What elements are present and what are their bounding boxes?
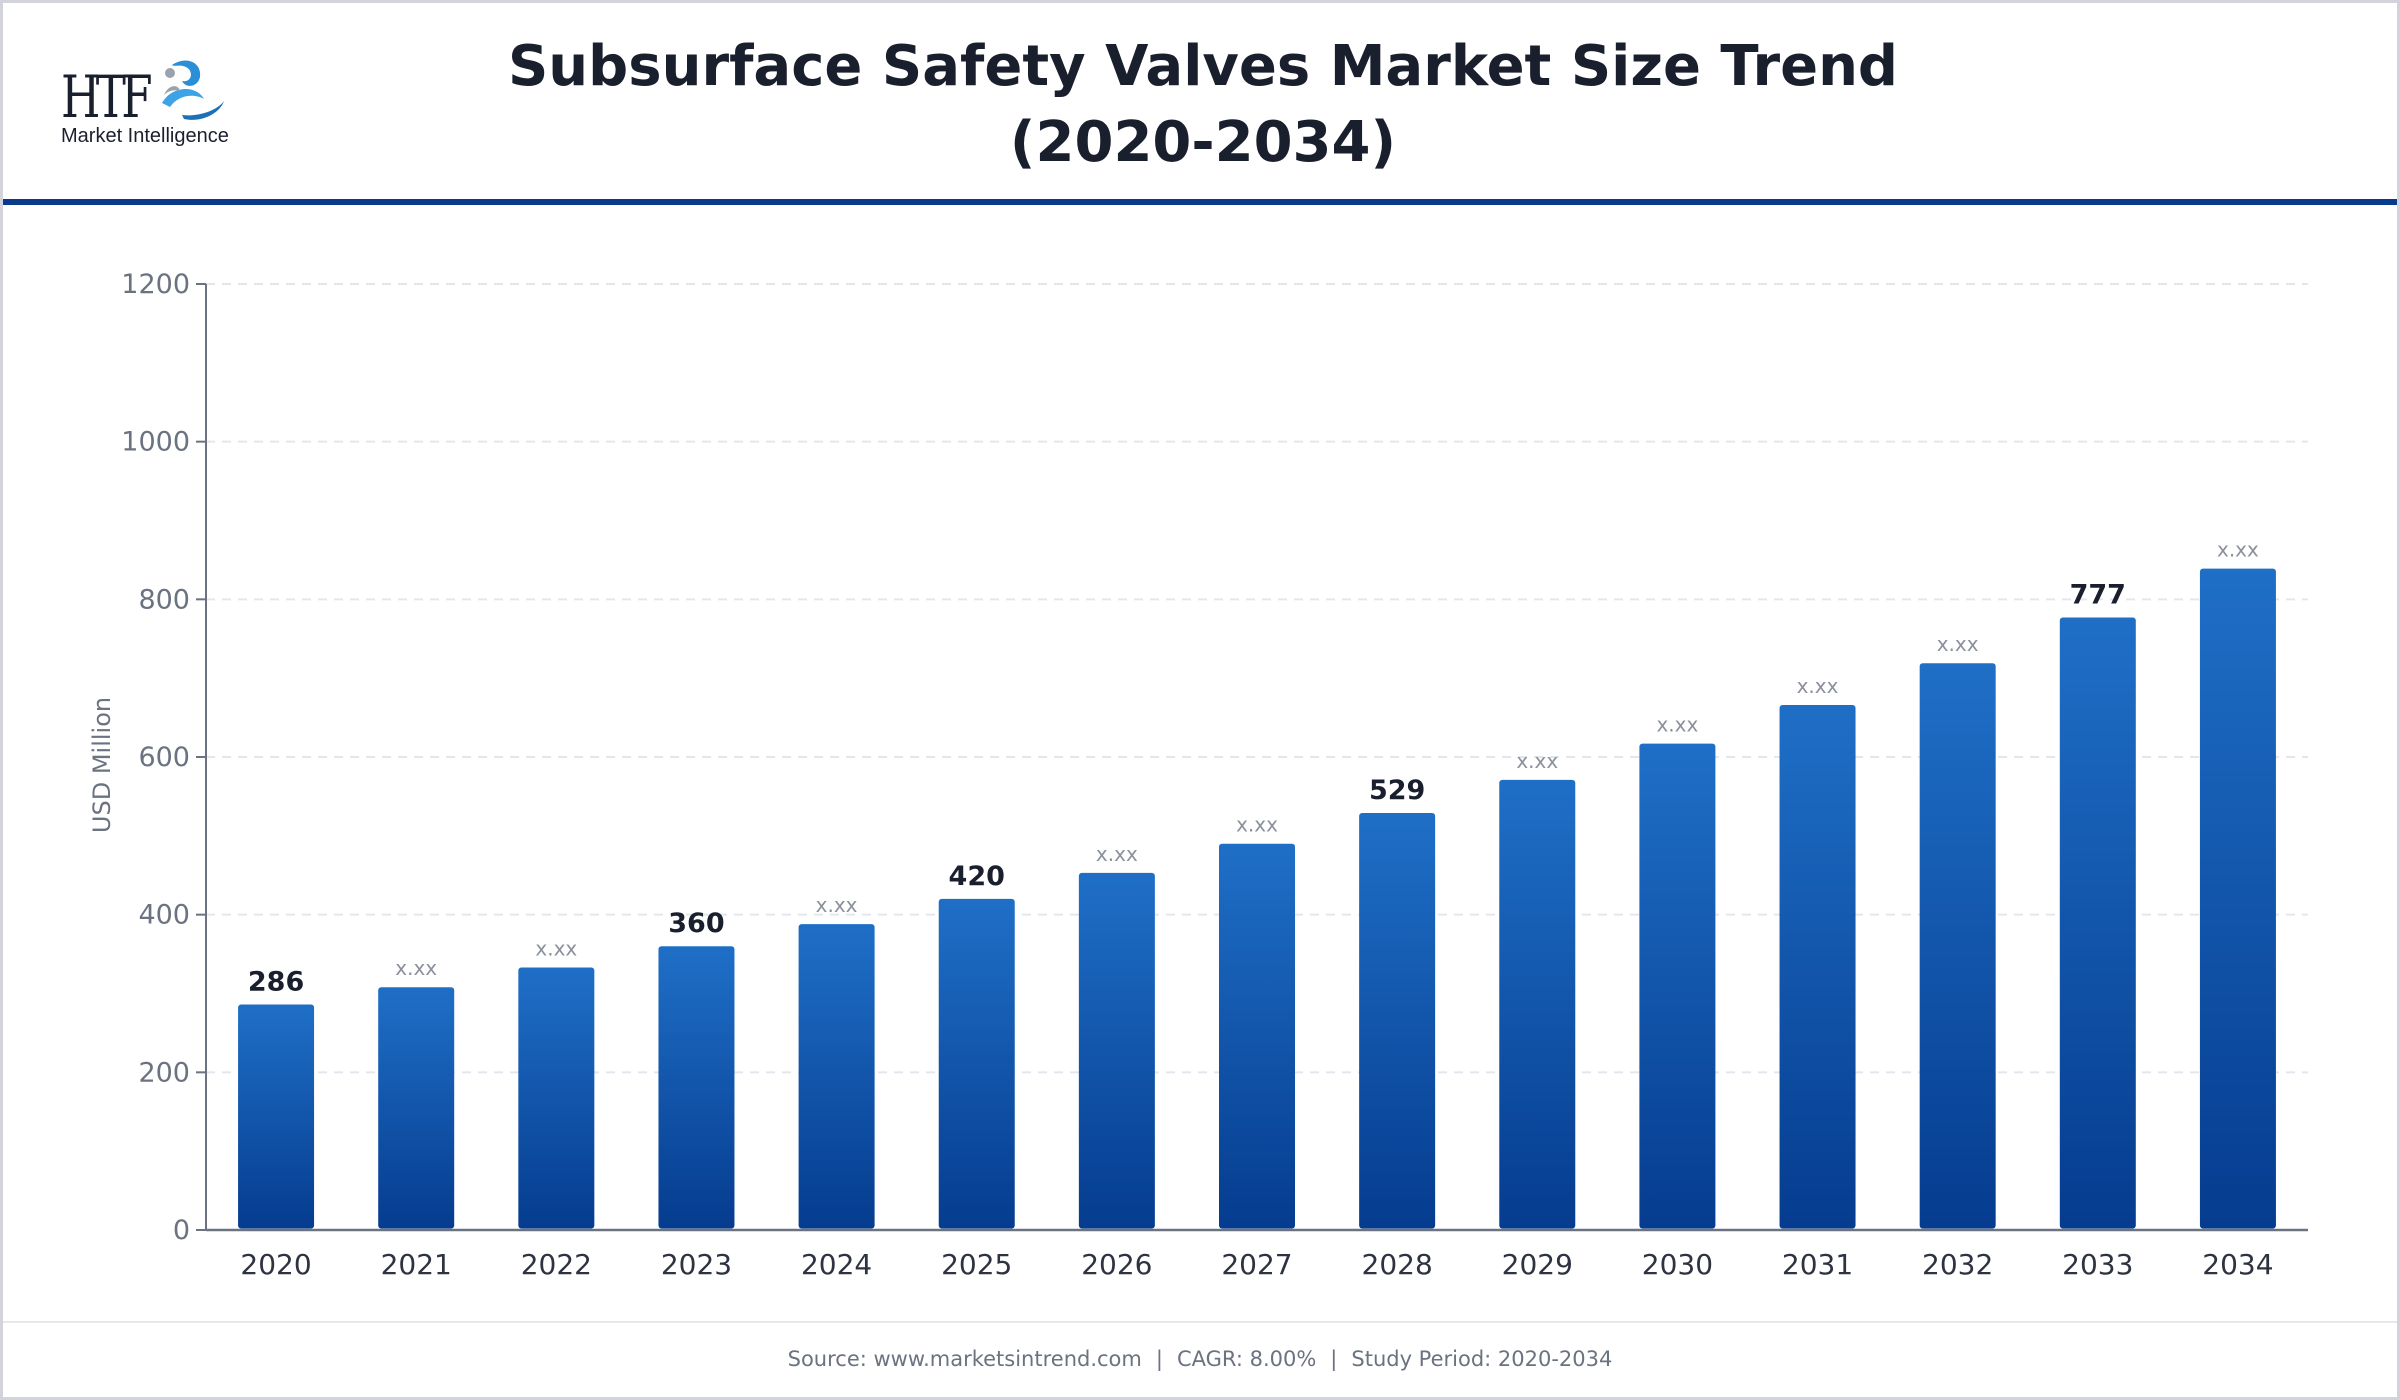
chart-title-line-2: (2020-2034): [1009, 110, 1397, 175]
bar-2027: [1219, 843, 1295, 1229]
footer-cagr: CAGR: 8.00%: [1176, 1347, 1317, 1371]
y-tick-label: 600: [138, 742, 190, 773]
footer-period: Study Period: 2020-2034: [1351, 1347, 1613, 1371]
bar-2032: [1919, 663, 1996, 1229]
footer-separator: |: [1155, 1347, 1163, 1371]
bar-2024: [798, 924, 875, 1229]
footer-separator: |: [1330, 1347, 1338, 1371]
y-axis-label: USD Million: [88, 697, 116, 833]
x-tick-label: 2027: [1221, 1248, 1292, 1281]
data-label: x.xx: [535, 936, 577, 960]
x-tick-label: 2030: [1642, 1248, 1713, 1281]
data-label: x.xx: [1937, 632, 1979, 656]
data-label: x.xx: [395, 956, 437, 980]
x-tick-label: 2023: [661, 1248, 732, 1281]
chart-title: Subsurface Safety Valves Market Size Tre…: [303, 29, 2103, 181]
bar-2022: [518, 967, 595, 1229]
x-tick-label: 2021: [381, 1248, 452, 1281]
logo-subtitle: Market Intelligence: [61, 125, 229, 147]
data-label: x.xx: [2217, 538, 2259, 562]
bar-2026: [1078, 872, 1155, 1229]
x-tick-label: 2034: [2202, 1248, 2273, 1281]
x-tick-label: 2033: [2062, 1248, 2133, 1281]
bar-2029: [1499, 779, 1576, 1229]
bar-2020: [238, 1004, 315, 1229]
data-label: 360: [668, 908, 724, 939]
y-tick-label: 800: [138, 584, 190, 615]
footer: Source: www.marketsintrend.com | CAGR: 8.0…: [3, 1347, 2397, 1371]
x-tick-label: 2031: [1782, 1248, 1853, 1281]
bar-2030: [1639, 743, 1716, 1229]
data-label: x.xx: [1236, 813, 1278, 837]
x-tick-label: 2022: [521, 1248, 592, 1281]
bar-2028: [1359, 812, 1436, 1229]
header: HTF Market Intelligence Subsurface Safet…: [3, 3, 2397, 199]
bar-chart: 0 200 400 600 800 1000 1200 2020 2021 2022 2023 202…: [88, 269, 2308, 1281]
y-tick-label: 0: [173, 1215, 190, 1246]
logo-mark-text: HTF: [61, 63, 153, 131]
x-tick-label: 2029: [1502, 1248, 1573, 1281]
bar-2025: [938, 898, 1015, 1229]
footer-source: Source: www.marketsintrend.com: [787, 1347, 1142, 1371]
data-label: 529: [1369, 775, 1425, 806]
x-tick-label: 2025: [941, 1248, 1012, 1281]
htf-logo: HTF Market Intelligence: [58, 55, 238, 155]
axes: 0 200 400 600 800 1000 1200 2020 2021 2022 2023 202…: [121, 269, 2308, 1281]
chart-title-line-1: Subsurface Safety Valves Market Size Tre…: [507, 34, 1899, 99]
bar-2033: [2059, 617, 2136, 1229]
y-tick-label: 400: [138, 900, 190, 931]
header-rule: [3, 199, 2397, 205]
bar-2034: [2199, 568, 2276, 1229]
x-tick-label: 2024: [801, 1248, 872, 1281]
y-tick-label: 1000: [121, 427, 190, 458]
x-tick-label: 2028: [1362, 1248, 1433, 1281]
data-label: x.xx: [816, 893, 858, 917]
bar-2031: [1779, 704, 1856, 1229]
logo-swirl-icon: [162, 60, 224, 120]
footer-divider: [3, 1321, 2397, 1323]
data-label: 420: [949, 861, 1005, 892]
y-tick-label: 1200: [121, 269, 190, 300]
bars: [238, 568, 2276, 1229]
data-label: x.xx: [1656, 713, 1698, 737]
data-label: x.xx: [1096, 842, 1138, 866]
bar-2021: [378, 987, 455, 1229]
x-tick-label: 2026: [1081, 1248, 1152, 1281]
data-label: x.xx: [1797, 674, 1839, 698]
bar-2023: [658, 946, 735, 1229]
data-label: 777: [2070, 579, 2126, 610]
x-tick-label: 2032: [1922, 1248, 1993, 1281]
x-tick-label: 2020: [240, 1248, 311, 1281]
data-labels: 286 x.xx x.xx 360 x.xx 420 x.xx x.xx 529 x.xx x.xx…: [248, 538, 2259, 998]
y-tick-label: 200: [138, 1057, 190, 1088]
data-label: x.xx: [1516, 749, 1558, 773]
data-label: 286: [248, 967, 304, 998]
